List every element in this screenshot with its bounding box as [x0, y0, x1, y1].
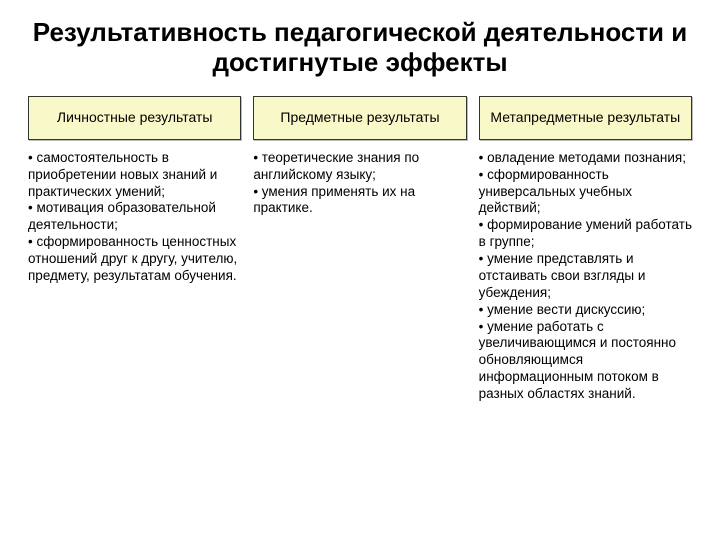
- body-personal: • самостоятельность в приобретении новых…: [28, 150, 241, 285]
- page-title: Результативность педагогической деятельн…: [28, 18, 692, 78]
- body-subject: • теоретические знания по английскому яз…: [253, 150, 466, 218]
- header-meta: Метапредметные результаты: [479, 96, 692, 140]
- column-subject: Предметные результаты • теоретические зн…: [253, 96, 466, 403]
- column-personal: Личностные результаты • самостоятельност…: [28, 96, 241, 403]
- header-subject: Предметные результаты: [253, 96, 466, 140]
- columns-container: Личностные результаты • самостоятельност…: [28, 96, 692, 403]
- column-meta: Метапредметные результаты • овладение ме…: [479, 96, 692, 403]
- body-meta: • овладение методами познания; • сформир…: [479, 150, 692, 403]
- header-personal: Личностные результаты: [28, 96, 241, 140]
